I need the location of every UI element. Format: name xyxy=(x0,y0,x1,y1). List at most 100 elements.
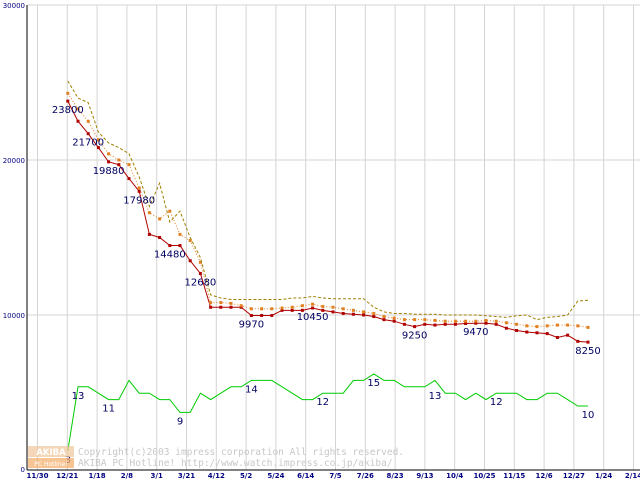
min-price-point xyxy=(311,306,315,310)
grid-lines xyxy=(27,4,640,470)
average-price-point xyxy=(484,318,488,322)
average-price-point xyxy=(270,307,274,311)
average-price-point xyxy=(515,322,519,326)
price-series xyxy=(66,80,590,344)
min-price-point xyxy=(249,313,253,317)
min-price-point xyxy=(341,311,345,315)
min-price-point xyxy=(76,119,80,123)
average-price-point xyxy=(464,319,468,323)
min-price-point xyxy=(168,244,172,248)
price-data-label: 8250 xyxy=(575,346,600,357)
x-tick-label: 8/23 xyxy=(387,472,404,480)
price-data-label: 14480 xyxy=(154,250,186,261)
x-tick-label: 11/15 xyxy=(503,472,525,480)
average-price-point xyxy=(576,324,580,328)
min-price-point xyxy=(280,308,284,312)
min-price-point xyxy=(260,313,264,317)
average-price-point xyxy=(362,310,366,314)
average-price-point xyxy=(331,305,335,309)
min-price-point xyxy=(270,313,274,317)
min-price-point xyxy=(178,244,182,248)
average-price-point xyxy=(260,307,264,311)
min-price-point xyxy=(290,308,294,312)
min-price-point xyxy=(86,132,90,136)
min-price-point xyxy=(504,326,508,330)
average-price-point xyxy=(321,304,325,308)
average-price-point xyxy=(351,308,355,312)
average-price-point xyxy=(229,301,233,305)
min-price-point xyxy=(147,232,151,236)
akiba-logo: AKIBA PC Hotline! xyxy=(28,446,74,468)
count-data-label: 12 xyxy=(316,397,329,408)
average-price-point xyxy=(423,318,427,322)
average-price-point xyxy=(117,158,121,162)
average-price-point xyxy=(219,301,223,305)
min-price-point xyxy=(66,99,70,103)
x-tick-label: 12/6 xyxy=(536,472,553,480)
average-price-point xyxy=(555,323,559,327)
x-tick-label: 5/24 xyxy=(267,472,284,480)
average-price-point xyxy=(474,319,478,323)
min-price-point xyxy=(566,333,570,337)
y-tick-label: 10000 xyxy=(3,312,25,320)
average-price-point xyxy=(402,318,406,322)
average-price-point xyxy=(168,209,172,213)
average-price-point xyxy=(504,321,508,325)
average-price-point xyxy=(433,318,437,322)
min-price-point xyxy=(392,319,396,323)
min-price-point xyxy=(525,330,529,334)
x-tick-label: 6/14 xyxy=(297,472,314,480)
average-price-point xyxy=(494,319,498,323)
average-price-point xyxy=(443,319,447,323)
min-price-point xyxy=(158,236,162,239)
min-price-point xyxy=(362,313,366,317)
min-price-point xyxy=(219,305,223,309)
min-price-line xyxy=(67,100,589,343)
average-price-point xyxy=(107,152,111,156)
x-tick-label: 1/24 xyxy=(595,472,612,480)
min-price-point xyxy=(453,322,457,326)
x-tick-label: 4/12 xyxy=(208,472,225,480)
average-price-point xyxy=(178,232,182,236)
average-price-point xyxy=(158,217,162,221)
average-price-point xyxy=(341,307,345,311)
min-price-point xyxy=(351,312,355,316)
count-data-label: 14 xyxy=(245,384,258,395)
min-price-point xyxy=(515,329,519,332)
average-price-point xyxy=(586,325,590,329)
shop-count-series xyxy=(67,373,588,451)
x-tick-label: 12/21 xyxy=(56,472,78,480)
average-price-point xyxy=(525,324,529,328)
site-url-text: AKIBA PC Hotline! http://www.watch.impre… xyxy=(78,458,393,469)
min-price-point xyxy=(464,322,468,326)
average-price-point xyxy=(453,319,457,323)
min-price-point xyxy=(300,308,304,312)
x-tick-label: 9/13 xyxy=(416,472,433,480)
credit-block: AKIBA PC Hotline! Copyright(c)2003 impre… xyxy=(28,446,404,469)
min-price-point xyxy=(188,259,192,263)
average-price-point xyxy=(127,163,131,167)
count-data-label: 11 xyxy=(102,404,115,415)
count-data-label: 10 xyxy=(582,410,595,421)
min-price-point xyxy=(382,318,386,322)
price-data-label: 9970 xyxy=(239,319,264,330)
average-price-point xyxy=(392,316,396,320)
min-price-point xyxy=(423,322,427,326)
price-data-label: 9470 xyxy=(463,327,488,338)
average-price-point xyxy=(66,91,70,95)
logo-bottom-text: PC Hotline! xyxy=(34,461,67,468)
min-price-point xyxy=(239,305,243,309)
min-price-point xyxy=(331,310,335,314)
min-price-point xyxy=(372,315,376,319)
average-price-point xyxy=(311,302,315,306)
min-price-point xyxy=(586,340,590,344)
y-tick-label: 0 xyxy=(21,466,25,474)
x-tick-label: 3/1 xyxy=(151,472,163,480)
min-price-point xyxy=(137,189,141,193)
average-price-point xyxy=(188,239,192,243)
x-tick-label: 10/4 xyxy=(446,472,463,480)
count-data-label: 15 xyxy=(367,378,380,389)
axes xyxy=(26,5,640,471)
x-tick-label: 1/18 xyxy=(89,472,106,480)
